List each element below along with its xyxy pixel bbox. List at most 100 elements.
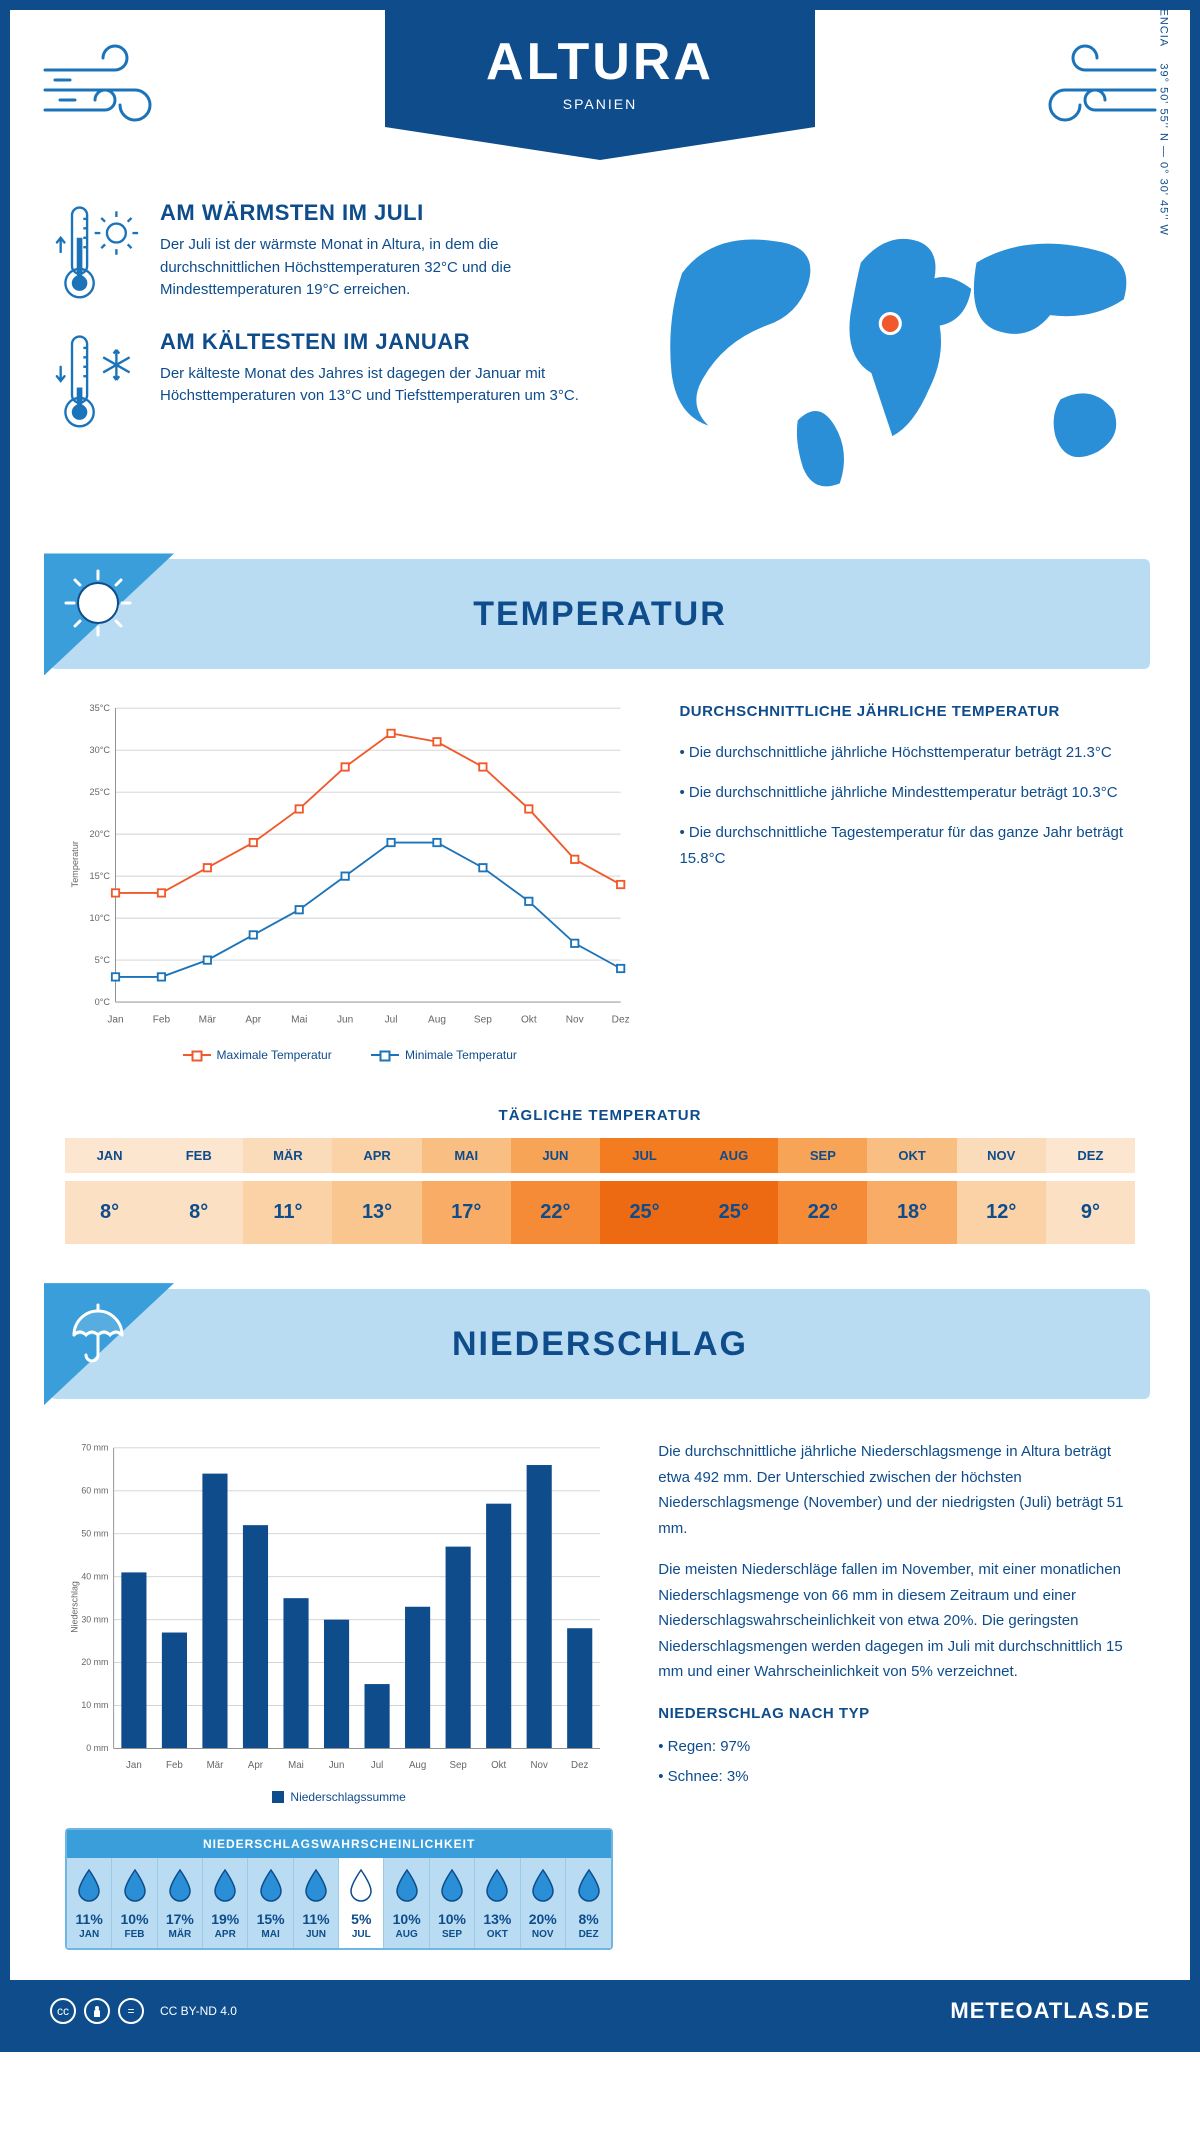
raindrop-icon xyxy=(394,1868,420,1902)
svg-text:70 mm: 70 mm xyxy=(81,1443,108,1453)
svg-text:5°C: 5°C xyxy=(95,955,111,965)
svg-text:10 mm: 10 mm xyxy=(81,1700,108,1710)
svg-text:Dez: Dez xyxy=(571,1760,588,1771)
prob-cell: 11%JUN xyxy=(294,1858,339,1948)
precip-type-line: • Schnee: 3% xyxy=(658,1764,1135,1790)
daily-month-header: APR xyxy=(332,1138,421,1173)
prob-value: 11% xyxy=(67,1911,111,1927)
cc-nd-icon: = xyxy=(118,1998,144,2024)
daily-month-header: SEP xyxy=(778,1138,867,1173)
raindrop-icon xyxy=(212,1868,238,1902)
world-map-container: VALENCIA 39° 50' 55'' N — 0° 30' 45'' W xyxy=(640,200,1145,509)
coldest-heading: AM KÄLTESTEN IM JANUAR xyxy=(160,329,610,355)
precip-content: 0 mm10 mm20 mm30 mm40 mm50 mm60 mm70 mmN… xyxy=(10,1429,1190,1980)
daily-month-header: AUG xyxy=(689,1138,778,1173)
precip-left: 0 mm10 mm20 mm30 mm40 mm50 mm60 mm70 mmN… xyxy=(65,1439,613,1950)
daily-temp-cell: 13° xyxy=(332,1181,421,1244)
prob-month: FEB xyxy=(112,1929,156,1940)
cc-by-icon xyxy=(84,1998,110,2024)
svg-text:30 mm: 30 mm xyxy=(81,1614,108,1624)
thermometer-sun-icon xyxy=(55,200,140,304)
prob-value: 8% xyxy=(566,1911,611,1927)
prob-value: 10% xyxy=(112,1911,156,1927)
title-ribbon: ALTURA SPANIEN xyxy=(385,10,815,160)
raindrop-icon xyxy=(348,1868,374,1902)
prob-cell: 5%JUL xyxy=(339,1858,384,1948)
daily-month-header: FEB xyxy=(154,1138,243,1173)
svg-text:Feb: Feb xyxy=(166,1760,183,1771)
prob-cell: 20%NOV xyxy=(521,1858,566,1948)
wind-icon xyxy=(35,40,175,140)
svg-text:Aug: Aug xyxy=(428,1015,446,1026)
daily-temp-cell: 17° xyxy=(422,1181,511,1244)
temperature-title: TEMPERATUR xyxy=(50,559,1150,669)
svg-text:Okt: Okt xyxy=(521,1015,537,1026)
svg-text:Mär: Mär xyxy=(207,1760,225,1771)
legend-label-precip: Niederschlagssumme xyxy=(290,1790,405,1804)
umbrella-icon xyxy=(62,1297,134,1369)
legend-swatch-precip xyxy=(272,1791,284,1803)
svg-text:20 mm: 20 mm xyxy=(81,1657,108,1667)
raindrop-icon xyxy=(303,1868,329,1902)
svg-text:Apr: Apr xyxy=(245,1015,261,1026)
prob-value: 10% xyxy=(384,1911,428,1927)
precip-banner: NIEDERSCHLAG xyxy=(50,1289,1150,1399)
prob-month: APR xyxy=(203,1929,247,1940)
daily-temp-cell: 22° xyxy=(778,1181,867,1244)
precip-type-line: • Regen: 97% xyxy=(658,1734,1135,1760)
raindrop-icon xyxy=(122,1868,148,1902)
daily-temp-title: TÄGLICHE TEMPERATUR xyxy=(10,1107,1190,1124)
raindrop-icon xyxy=(76,1868,102,1902)
daily-month-header: JUL xyxy=(600,1138,689,1173)
daily-month-header: JUN xyxy=(511,1138,600,1173)
prob-month: OKT xyxy=(475,1929,519,1940)
coldest-fact: AM KÄLTESTEN IM JANUAR Der kälteste Mona… xyxy=(55,329,610,433)
brand-label: METEOATLAS.DE xyxy=(950,1998,1150,2024)
svg-text:0°C: 0°C xyxy=(95,997,111,1007)
svg-text:Nov: Nov xyxy=(531,1760,548,1771)
prob-cell: 10% FEB xyxy=(112,1858,157,1948)
summary-title: DURCHSCHNITTLICHE JÄHRLICHE TEMPERATUR xyxy=(679,699,1135,725)
warmest-heading: AM WÄRMSTEN IM JULI xyxy=(160,200,610,226)
daily-temp-cell: 11° xyxy=(243,1181,332,1244)
daily-temp-cell: 25° xyxy=(689,1181,778,1244)
daily-month-header: MAI xyxy=(422,1138,511,1173)
daily-temp-cell: 8° xyxy=(65,1181,154,1244)
daily-temp-cell: 25° xyxy=(600,1181,689,1244)
svg-text:Temperatur: Temperatur xyxy=(70,842,80,888)
precip-bar-chart: 0 mm10 mm20 mm30 mm40 mm50 mm60 mm70 mmN… xyxy=(65,1439,613,1775)
svg-text:50 mm: 50 mm xyxy=(81,1528,108,1538)
prob-cell: 15%MAI xyxy=(248,1858,293,1948)
prob-month: AUG xyxy=(384,1929,428,1940)
precip-type-title: NIEDERSCHLAG NACH TYP xyxy=(658,1701,1135,1727)
svg-text:60 mm: 60 mm xyxy=(81,1486,108,1496)
intro-facts: AM WÄRMSTEN IM JULI Der Juli ist der wär… xyxy=(55,200,610,458)
prob-cell: 11% JAN xyxy=(67,1858,112,1948)
svg-text:Apr: Apr xyxy=(248,1760,264,1771)
svg-text:Okt: Okt xyxy=(491,1760,506,1771)
license-block: cc = CC BY-ND 4.0 xyxy=(50,1998,237,2024)
raindrop-icon xyxy=(258,1868,284,1902)
svg-text:Feb: Feb xyxy=(153,1015,171,1026)
daily-temp-values: 8°8°11°13°17°22°25°25°22°18°12°9° xyxy=(65,1181,1135,1244)
world-map-icon xyxy=(640,210,1145,504)
svg-text:Nov: Nov xyxy=(566,1015,585,1026)
svg-text:40 mm: 40 mm xyxy=(81,1571,108,1581)
temperature-legend: Maximale Temperatur Minimale Temperatur xyxy=(65,1045,634,1062)
coldest-text: Der kälteste Monat des Jahres ist dagege… xyxy=(160,363,610,408)
prob-cell: 10% AUG xyxy=(384,1858,429,1948)
svg-text:Aug: Aug xyxy=(409,1760,426,1771)
svg-text:Jul: Jul xyxy=(371,1760,383,1771)
svg-text:15°C: 15°C xyxy=(90,871,111,881)
daily-month-header: OKT xyxy=(867,1138,956,1173)
svg-text:Jun: Jun xyxy=(329,1760,345,1771)
prob-month: JAN xyxy=(67,1929,111,1940)
prob-value: 10% xyxy=(430,1911,474,1927)
wind-icon xyxy=(1025,40,1165,140)
temperature-line-chart: 0°C5°C10°C15°C20°C25°C30°C35°CTemperatur… xyxy=(65,699,634,1030)
summary-line: • Die durchschnittliche jährliche Mindes… xyxy=(679,780,1135,806)
daily-month-header: DEZ xyxy=(1046,1138,1135,1173)
summary-line: • Die durchschnittliche jährliche Höchst… xyxy=(679,740,1135,766)
prob-value: 13% xyxy=(475,1911,519,1927)
prob-month: MÄR xyxy=(158,1929,202,1940)
